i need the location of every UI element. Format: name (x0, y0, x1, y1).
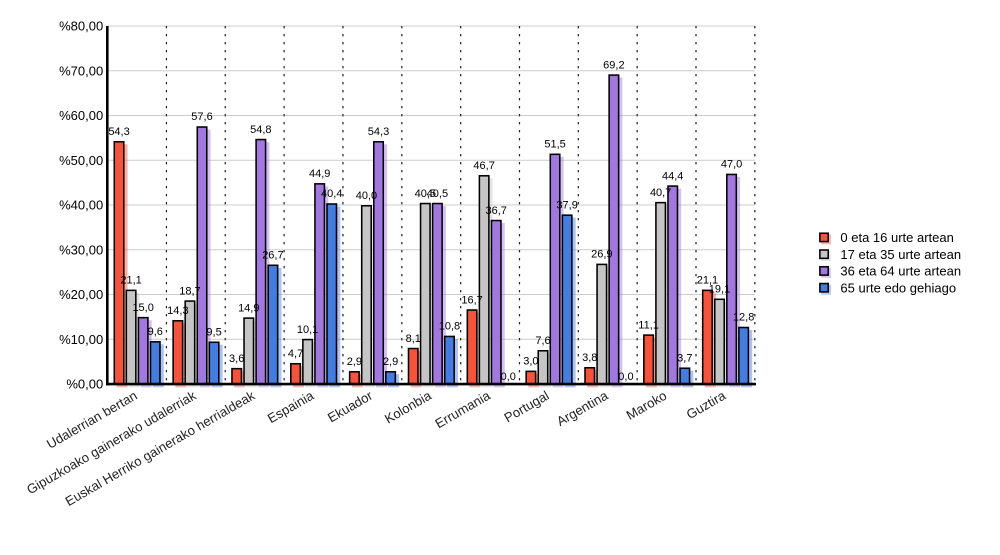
svg-text:26,9: 26,9 (591, 249, 612, 261)
svg-text:40,4: 40,4 (321, 188, 342, 200)
svg-text:8,1: 8,1 (406, 333, 421, 345)
svg-text:%40,00: %40,00 (59, 198, 103, 213)
svg-text:37,9: 37,9 (556, 199, 577, 211)
svg-text:54,3: 54,3 (108, 126, 129, 138)
svg-text:9,5: 9,5 (206, 326, 221, 338)
svg-text:14,3: 14,3 (167, 305, 188, 317)
svg-text:46,7: 46,7 (473, 160, 494, 172)
svg-text:18,7: 18,7 (179, 285, 200, 297)
svg-text:36 eta 64 urte artean: 36 eta 64 urte artean (840, 264, 961, 279)
svg-text:3,7: 3,7 (677, 352, 692, 364)
svg-text:%10,00: %10,00 (59, 332, 103, 347)
svg-text:16,7: 16,7 (461, 294, 482, 306)
svg-text:17 eta 35 urte artean: 17 eta 35 urte artean (840, 247, 961, 262)
svg-text:19,1: 19,1 (709, 284, 730, 296)
svg-text:%50,00: %50,00 (59, 153, 103, 168)
svg-text:4,7: 4,7 (288, 348, 303, 360)
svg-text:36,7: 36,7 (485, 205, 506, 217)
svg-text:44,4: 44,4 (662, 170, 683, 182)
svg-text:0,0: 0,0 (618, 371, 633, 383)
svg-text:0 eta 16 urte artean: 0 eta 16 urte artean (840, 230, 953, 245)
svg-text:10,8: 10,8 (439, 321, 460, 333)
svg-text:%20,00: %20,00 (59, 287, 103, 302)
svg-text:%60,00: %60,00 (59, 108, 103, 123)
svg-text:11,1: 11,1 (638, 319, 659, 331)
svg-text:65 urte edo gehiago: 65 urte edo gehiago (840, 280, 956, 295)
svg-text:10,1: 10,1 (297, 324, 318, 336)
svg-text:3,8: 3,8 (582, 352, 597, 364)
svg-text:26,7: 26,7 (262, 250, 283, 262)
svg-text:%70,00: %70,00 (59, 63, 103, 78)
svg-text:15,0: 15,0 (132, 302, 153, 314)
svg-text:12,8: 12,8 (733, 312, 754, 324)
svg-text:21,1: 21,1 (697, 275, 718, 287)
svg-text:44,9: 44,9 (309, 168, 330, 180)
svg-text:14,9: 14,9 (238, 302, 259, 314)
svg-text:40,7: 40,7 (650, 187, 671, 199)
svg-text:3,6: 3,6 (229, 353, 244, 365)
svg-text:%30,00: %30,00 (59, 242, 103, 257)
svg-text:51,5: 51,5 (544, 139, 565, 151)
svg-text:54,3: 54,3 (368, 126, 389, 138)
svg-text:69,2: 69,2 (603, 59, 624, 71)
svg-text:21,1: 21,1 (120, 275, 141, 287)
svg-text:47,0: 47,0 (721, 159, 742, 171)
svg-text:40,0: 40,0 (356, 190, 377, 202)
svg-text:54,8: 54,8 (250, 124, 271, 136)
svg-text:2,9: 2,9 (383, 356, 398, 368)
svg-text:%80,00: %80,00 (59, 19, 103, 34)
svg-text:57,6: 57,6 (191, 111, 212, 123)
svg-text:9,6: 9,6 (148, 326, 163, 338)
svg-text:40,5: 40,5 (415, 188, 436, 200)
svg-text:3,0: 3,0 (523, 356, 538, 368)
svg-text:40,5: 40,5 (427, 188, 448, 200)
svg-text:%0,00: %0,00 (66, 377, 103, 392)
svg-text:2,9: 2,9 (347, 356, 362, 368)
svg-text:0,0: 0,0 (501, 371, 516, 383)
svg-text:7,6: 7,6 (535, 335, 550, 347)
